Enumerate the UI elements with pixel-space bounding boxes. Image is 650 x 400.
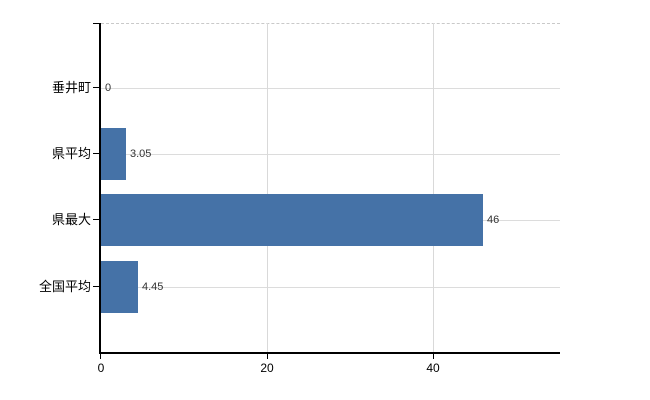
y-axis-line (99, 23, 101, 353)
bar-national-average (101, 261, 138, 313)
x-axis-line (99, 352, 560, 354)
x-tick-0 (100, 354, 101, 359)
value-label-pref-average: 3.05 (130, 148, 152, 160)
gridline-x-40 (433, 23, 434, 353)
x-tick-label-40: 40 (426, 361, 440, 375)
category-label-tarui: 垂井町 (51, 80, 91, 95)
gridline-row-2 (101, 154, 560, 155)
y-tick-row-3 (93, 219, 100, 220)
y-axis-top-tick (93, 23, 100, 24)
y-tick-row-4 (93, 286, 100, 287)
value-label-pref-maximum: 46 (487, 214, 500, 226)
category-label-pref-average: 県平均 (51, 146, 91, 161)
category-label-national-average: 全国平均 (38, 279, 91, 294)
y-tick-row-2 (93, 153, 100, 154)
plot-top-dashed-gridline (101, 23, 560, 24)
x-tick-20 (267, 354, 268, 359)
x-tick-label-0: 0 (97, 361, 105, 375)
x-tick-label-20: 20 (260, 361, 274, 375)
category-label-pref-maximum: 県最大 (51, 212, 91, 227)
x-tick-40 (433, 354, 434, 359)
gridline-x-20 (267, 23, 268, 353)
bar-pref-average (101, 128, 126, 180)
value-label-national-average: 4.45 (142, 281, 164, 293)
y-tick-row-1 (93, 87, 100, 88)
bar-pref-maximum (101, 194, 483, 246)
gridline-row-4 (101, 287, 560, 288)
value-label-tarui: 0 (105, 82, 112, 94)
gridline-row-1 (101, 88, 560, 89)
